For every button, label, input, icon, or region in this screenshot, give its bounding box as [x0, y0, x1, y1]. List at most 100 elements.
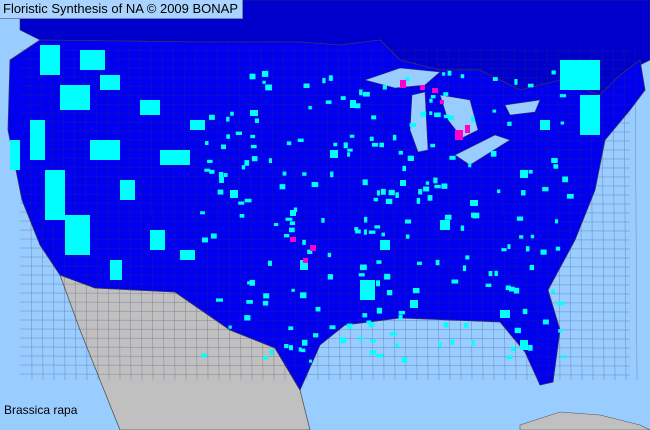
county-patch [230, 190, 238, 198]
county-patch [492, 77, 498, 81]
county-patch [516, 216, 524, 221]
county-patch [562, 71, 566, 77]
county-patch [262, 300, 269, 306]
county-patch [268, 158, 273, 164]
county-patch [362, 91, 370, 97]
county-patch [465, 255, 470, 260]
county-patch [226, 134, 230, 139]
county-patch [553, 164, 559, 169]
county-patch [462, 265, 467, 272]
county-patch [283, 234, 290, 238]
county-patch [470, 200, 478, 206]
county-patch [398, 314, 403, 320]
county-patch [392, 134, 397, 141]
county-patch [65, 215, 90, 255]
county-patch [420, 85, 425, 90]
county-patch [310, 245, 316, 251]
county-patch [190, 120, 205, 130]
county-patch [507, 121, 512, 126]
county-patch [448, 115, 454, 121]
county-patch [388, 189, 395, 196]
county-patch [412, 288, 420, 294]
county-patch [315, 306, 321, 312]
county-patch [374, 225, 381, 229]
county-patch [558, 329, 563, 333]
county-patch [434, 184, 441, 189]
county-patch [509, 286, 515, 292]
county-patch [444, 214, 452, 220]
county-patch [250, 134, 256, 139]
county-patch [385, 198, 393, 204]
introduced-counties [10, 45, 600, 363]
county-patch [249, 73, 256, 80]
county-patch [254, 118, 260, 123]
county-patch [160, 150, 190, 165]
county-patch [302, 239, 306, 245]
county-patch [366, 320, 372, 324]
county-patch [204, 168, 211, 172]
county-patch [60, 85, 90, 110]
county-patch [506, 355, 513, 360]
county-patch [514, 79, 518, 85]
county-patch [497, 189, 501, 194]
county-patch [350, 100, 356, 108]
county-patch [300, 260, 308, 270]
county-patch [460, 225, 465, 231]
county-patch [555, 246, 561, 251]
county-patch [376, 307, 383, 314]
county-patch [529, 264, 535, 271]
county-patch [443, 92, 449, 96]
county-patch [542, 187, 549, 192]
county-patch [405, 234, 410, 239]
county-patch [430, 95, 436, 99]
county-patch [434, 112, 441, 118]
county-patch [449, 155, 456, 160]
county-patch [488, 271, 493, 277]
county-patch [472, 212, 480, 219]
county-patch [490, 150, 497, 157]
county-patch [520, 340, 528, 350]
county-patch [555, 219, 559, 224]
county-patch [430, 143, 436, 148]
county-patch [263, 293, 270, 299]
county-patch [347, 148, 353, 152]
county-patch [228, 325, 232, 329]
county-patch [372, 142, 379, 147]
county-patch [286, 141, 292, 146]
county-patch [471, 116, 475, 122]
county-patch [311, 182, 319, 188]
county-patch [284, 344, 289, 349]
county-patch [432, 88, 438, 93]
county-patch [510, 346, 516, 352]
county-patch [210, 233, 217, 239]
county-patch [355, 229, 361, 234]
county-patch [354, 227, 359, 231]
county-patch [263, 355, 268, 360]
county-patch [120, 180, 135, 200]
county-patch [321, 218, 325, 223]
county-patch [80, 50, 105, 70]
county-patch [205, 141, 209, 146]
county-patch [530, 234, 535, 239]
county-patch [269, 349, 274, 356]
county-patch [557, 301, 565, 306]
county-patch [465, 125, 470, 133]
county-patch [400, 180, 406, 186]
county-patch [261, 70, 269, 77]
county-patch [329, 325, 336, 330]
county-patch [560, 60, 600, 90]
county-patch [300, 348, 306, 353]
county-patch [216, 298, 223, 302]
county-patch [398, 150, 403, 155]
county-patch [400, 80, 406, 88]
county-patch [398, 310, 406, 315]
county-patch [274, 223, 279, 227]
county-patch [289, 227, 295, 233]
county-patch [410, 300, 418, 308]
county-patch [150, 230, 165, 250]
county-patch [303, 83, 310, 88]
county-patch [360, 264, 367, 271]
county-patch [433, 177, 438, 184]
county-patch [268, 260, 272, 266]
county-patch [90, 140, 120, 160]
